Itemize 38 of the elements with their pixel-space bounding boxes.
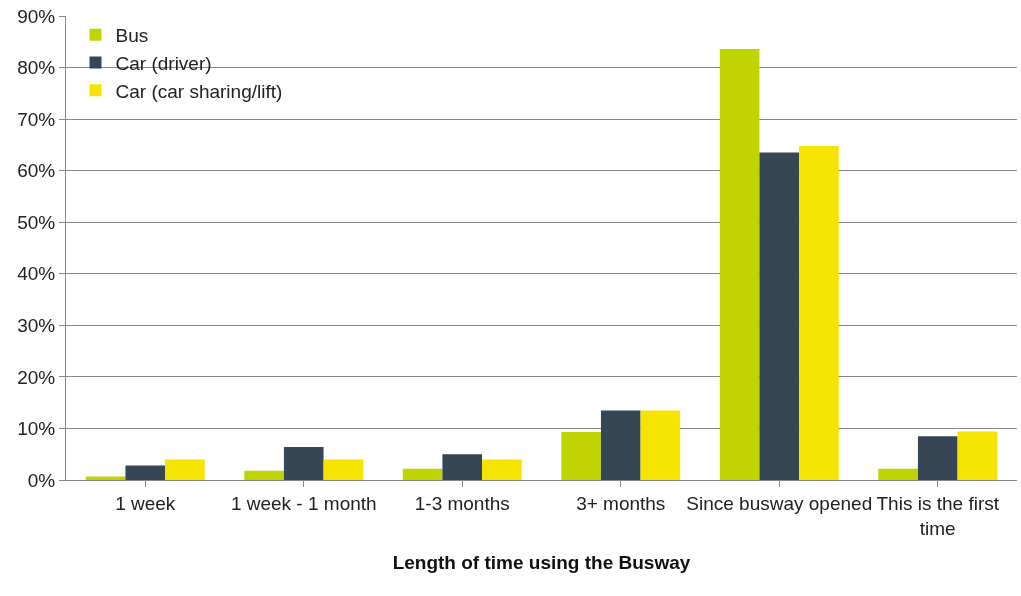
y-tick-label: 60%	[17, 160, 56, 182]
bar	[323, 459, 364, 480]
y-tick-label: 70%	[17, 108, 56, 130]
bar	[125, 465, 166, 480]
bar	[640, 410, 681, 480]
bar	[482, 459, 522, 480]
bar	[878, 468, 918, 480]
bar	[917, 436, 958, 480]
bar	[799, 145, 839, 480]
x-tick-label: 1-3 months	[414, 492, 510, 514]
bar	[244, 470, 284, 480]
bar	[957, 431, 998, 480]
bar	[759, 152, 800, 480]
x-tick-label: This is the first time	[876, 492, 1000, 539]
x-axis-title: Length of time using the Busway	[392, 552, 691, 574]
bar	[719, 49, 760, 480]
bar	[165, 459, 205, 480]
bar	[442, 454, 483, 480]
bar	[402, 468, 443, 480]
bar	[85, 476, 126, 480]
x-tick-label: 1 week	[115, 492, 176, 514]
y-tick-label: 40%	[17, 263, 56, 285]
y-tick-label: 10%	[17, 418, 56, 440]
legend-label: Bus	[115, 25, 149, 47]
legend-label: Car (driver)	[115, 52, 212, 74]
x-tick-label: Since busway opened	[686, 492, 873, 514]
y-tick-label: 90%	[17, 5, 56, 27]
y-tick-label: 50%	[17, 211, 56, 233]
y-tick-label: 0%	[27, 469, 56, 491]
bar	[561, 432, 601, 480]
y-tick-label: 20%	[17, 366, 56, 388]
y-tick-label: 80%	[17, 57, 56, 79]
x-tick-label: 3+ months	[576, 492, 666, 514]
legend-label: Car (car sharing/lift)	[115, 80, 283, 102]
bar	[283, 447, 324, 480]
bar	[600, 410, 641, 480]
y-tick-label: 30%	[17, 314, 56, 336]
x-tick-label: 1 week - 1 month	[230, 492, 377, 514]
